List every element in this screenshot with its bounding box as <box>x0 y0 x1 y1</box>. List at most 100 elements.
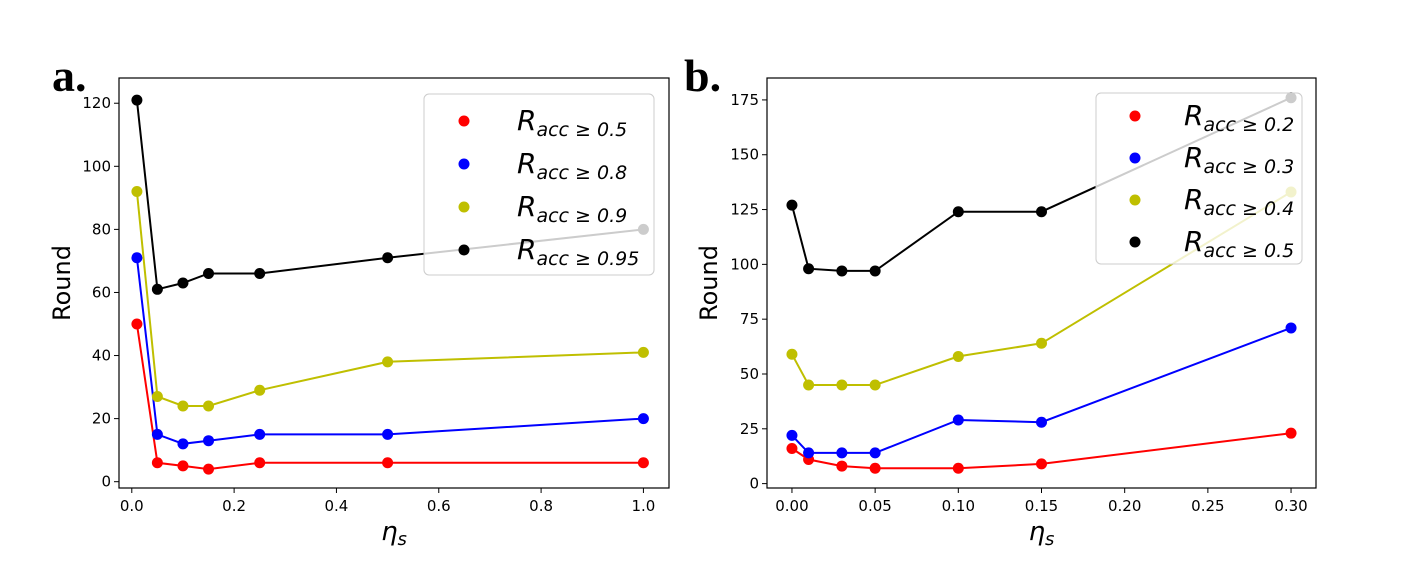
data-point <box>203 400 215 412</box>
y-tick-label: 100 <box>82 157 111 175</box>
data-point <box>1285 322 1297 334</box>
data-point <box>254 268 266 280</box>
data-point <box>177 277 189 289</box>
legend-label: Racc ≥ 0.3 <box>1184 141 1294 178</box>
legend-label-main: R <box>517 147 536 180</box>
data-point <box>151 391 163 403</box>
data-point <box>1036 416 1047 428</box>
y-axis-label: Round <box>695 245 723 321</box>
data-point <box>254 428 266 440</box>
y-tick-label: 0 <box>749 475 759 493</box>
legend-label-subscript: acc ≥ 0.95 <box>536 248 639 270</box>
data-point <box>177 460 189 472</box>
data-point <box>836 447 848 459</box>
data-point <box>254 457 266 469</box>
legend-label-subscript: acc ≥ 0.4 <box>1203 198 1294 220</box>
y-tick-label: 125 <box>730 201 759 219</box>
data-point <box>1285 427 1297 439</box>
legend-marker <box>458 201 470 213</box>
legend-label: Racc ≥ 0.5 <box>1184 225 1294 262</box>
y-tick-label: 80 <box>92 220 111 238</box>
y-tick-label: 20 <box>92 410 111 428</box>
chart-a: a. 0.0 0.2 0.4 0.6 0.8 1.0 0 20 40 60 80 100 120 ηs Rou… <box>48 50 670 550</box>
data-point <box>803 263 815 275</box>
panel-label: a. <box>52 50 87 101</box>
x-tick-label: 0.6 <box>427 497 451 515</box>
legend-label-main: R <box>1184 183 1203 216</box>
legend-marker <box>458 158 470 170</box>
data-point <box>382 356 394 368</box>
y-tick-label: 150 <box>730 146 759 164</box>
data-point <box>254 384 266 396</box>
y-tick-label: 60 <box>92 283 111 301</box>
x-tick-label: 0.10 <box>942 497 975 515</box>
x-tick-label: 0.15 <box>1025 497 1058 515</box>
x-axis-label: ηs <box>1029 517 1055 550</box>
x-tick-label: 0.20 <box>1108 497 1141 515</box>
data-point <box>836 265 848 277</box>
x-axis-label-main: η <box>1029 517 1045 547</box>
data-point <box>1036 458 1047 470</box>
legend-label: Racc ≥ 0.4 <box>1184 183 1294 220</box>
data-point <box>382 252 394 264</box>
x-axis-label-subscript: s <box>398 529 407 550</box>
legend-marker <box>1129 152 1141 164</box>
data-point <box>786 429 798 441</box>
data-point <box>869 265 881 277</box>
y-tick-label: 25 <box>740 420 759 438</box>
data-point <box>151 457 163 469</box>
legend-label-subscript: acc ≥ 0.5 <box>536 119 627 141</box>
data-point <box>803 447 815 459</box>
data-point <box>177 438 189 450</box>
y-tick-label: 75 <box>740 310 759 328</box>
data-point <box>151 283 163 295</box>
legend-label-main: R <box>517 104 536 137</box>
legend-marker <box>458 115 470 127</box>
y-axis-label: Round <box>48 245 76 321</box>
data-point <box>637 346 649 358</box>
x-tick-label: 0.05 <box>858 497 891 515</box>
y-tick-label: 0 <box>101 473 111 491</box>
data-point <box>952 462 964 474</box>
data-point <box>203 463 215 475</box>
y-tick-label: 175 <box>730 91 759 109</box>
legend-box <box>1095 92 1303 265</box>
x-tick-label: 0.30 <box>1274 497 1307 515</box>
data-point <box>151 428 163 440</box>
legend-box <box>423 93 655 276</box>
data-point <box>786 199 798 211</box>
legend-marker <box>1129 194 1141 206</box>
legend-marker <box>458 244 470 256</box>
data-point <box>637 413 649 425</box>
legend-label-subscript: acc ≥ 0.3 <box>1203 156 1294 178</box>
legend-label-subscript: acc ≥ 0.9 <box>536 205 627 227</box>
data-point <box>131 186 143 198</box>
data-point <box>952 206 964 218</box>
x-tick-label: 0.0 <box>120 497 144 515</box>
legend-marker <box>1129 110 1141 122</box>
x-tick-label: 0.4 <box>325 497 349 515</box>
y-tick-label: 120 <box>82 94 111 112</box>
panel-label: b. <box>684 50 721 101</box>
data-point <box>637 457 649 469</box>
x-tick-label: 0.25 <box>1191 497 1224 515</box>
data-point <box>131 252 143 264</box>
data-point <box>952 350 964 362</box>
x-tick-label: 0.2 <box>222 497 246 515</box>
data-point <box>869 462 881 474</box>
legend-label-main: R <box>1184 225 1203 258</box>
data-point <box>786 348 798 360</box>
legend-label-main: R <box>517 190 536 223</box>
legend-label: Racc ≥ 0.95 <box>517 233 639 270</box>
legend-label-subscript: acc ≥ 0.5 <box>1203 240 1294 262</box>
data-point <box>382 428 394 440</box>
data-point <box>836 460 848 472</box>
legend-label: Racc ≥ 0.2 <box>1184 99 1294 136</box>
data-point <box>131 94 143 106</box>
data-point <box>1036 206 1047 218</box>
data-point <box>869 379 881 391</box>
chart-b: b. 0.00 0.05 0.10 0.15 0.20 0.25 0.30 0 25 50 75 100… <box>684 50 1317 550</box>
legend-label-main: R <box>1184 99 1203 132</box>
data-point <box>131 318 143 330</box>
x-axis-label: ηs <box>381 517 407 550</box>
